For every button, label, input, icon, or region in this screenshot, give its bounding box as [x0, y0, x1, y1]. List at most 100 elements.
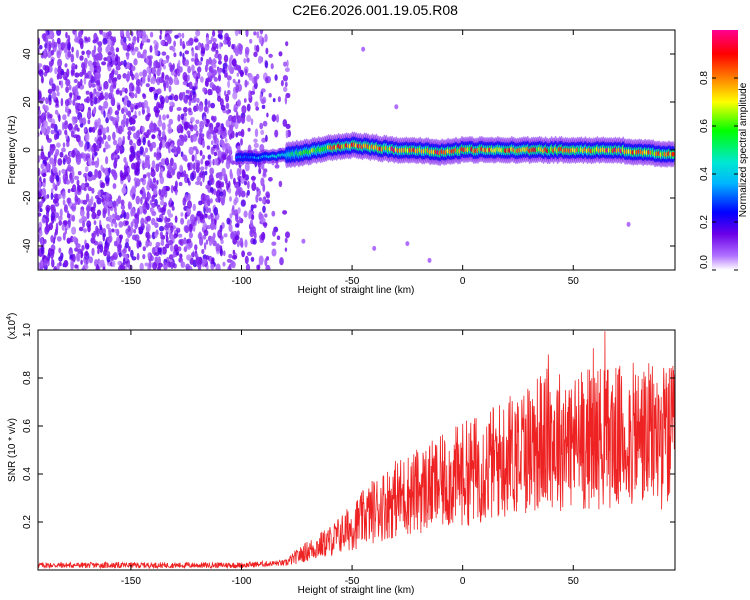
noise-speckle — [142, 203, 147, 211]
noise-speckle — [38, 233, 41, 243]
noise-speckle — [229, 213, 233, 219]
noise-speckle — [85, 206, 91, 212]
noise-speckle — [162, 185, 167, 195]
noise-speckle — [53, 41, 58, 48]
noise-speckle — [208, 127, 213, 135]
noise-speckle — [117, 244, 122, 253]
noise-speckle — [90, 237, 96, 244]
noise-speckle — [103, 249, 108, 257]
noise-speckle — [186, 254, 192, 261]
noise-speckle — [123, 36, 127, 44]
noise-speckle — [208, 65, 213, 72]
noise-speckle — [170, 157, 174, 167]
noise-speckle — [113, 205, 117, 214]
noise-speckle — [97, 128, 102, 136]
noise-speckle — [243, 210, 248, 218]
noise-speckle — [231, 43, 235, 50]
noise-speckle — [253, 76, 258, 84]
noise-speckle — [202, 154, 206, 160]
noise-speckle — [71, 149, 76, 158]
noise-speckle — [200, 76, 204, 83]
noise-speckle — [96, 91, 101, 97]
noise-speckle — [81, 62, 86, 69]
noise-speckle — [38, 70, 43, 75]
noise-speckle — [172, 46, 176, 53]
noise-speckle — [217, 229, 223, 239]
noise-speckle — [124, 167, 128, 174]
noise-speckle — [142, 136, 146, 146]
snr-series-line — [38, 331, 675, 570]
noise-speckle — [227, 39, 231, 48]
noise-speckle — [148, 60, 152, 69]
noise-speckle — [268, 177, 273, 182]
noise-speckle — [260, 88, 266, 93]
noise-speckle — [138, 241, 142, 248]
noise-speckle — [69, 93, 72, 100]
noise-speckle — [213, 158, 219, 166]
noise-speckle — [128, 246, 131, 252]
noise-speckle — [129, 139, 133, 146]
noise-speckle — [43, 120, 48, 128]
noise-speckle — [67, 50, 72, 58]
noise-speckle — [87, 109, 92, 119]
noise-speckle — [125, 238, 130, 244]
noise-speckle — [246, 114, 252, 122]
noise-speckle — [120, 204, 126, 210]
noise-speckle — [215, 263, 221, 270]
noise-speckle — [147, 192, 152, 200]
noise-speckle — [131, 194, 135, 200]
noise-speckle — [161, 139, 166, 149]
noise-speckle — [188, 100, 192, 106]
noise-speckle — [161, 246, 167, 255]
noise-speckle — [94, 121, 98, 131]
noise-speckle — [169, 197, 173, 204]
noise-speckle — [72, 134, 79, 139]
noise-speckle — [65, 104, 69, 113]
colorbar-tick-label: 0.8 — [699, 71, 710, 85]
snr-marks — [38, 331, 675, 570]
noise-speckle — [99, 30, 103, 35]
noise-speckle — [114, 157, 118, 163]
noise-speckle — [161, 72, 165, 78]
noise-speckle — [239, 167, 242, 175]
noise-speckle — [231, 261, 236, 269]
noise-speckle — [174, 215, 178, 223]
noise-speckle — [257, 264, 261, 270]
noise-speckle — [105, 192, 110, 198]
noise-speckle — [161, 199, 165, 206]
noise-speckle — [110, 116, 115, 122]
noise-speckle — [145, 57, 149, 65]
signal-core — [671, 151, 675, 157]
noise-speckle — [271, 210, 276, 217]
noise-speckle — [196, 61, 203, 66]
noise-speckle — [43, 258, 48, 267]
noise-speckle — [136, 160, 141, 169]
noise-speckle — [75, 156, 82, 165]
noise-speckle — [227, 129, 231, 136]
noise-speckle — [258, 261, 263, 266]
noise-speckle — [44, 156, 49, 161]
noise-speckle — [83, 228, 87, 233]
noise-speckle — [155, 109, 161, 114]
noise-speckle — [117, 137, 123, 146]
noise-speckle — [219, 191, 224, 197]
noise-speckle — [168, 95, 173, 101]
noise-speckle — [261, 137, 266, 143]
noise-speckle — [86, 220, 92, 228]
noise-speckle — [191, 154, 195, 162]
noise-speckle — [153, 152, 157, 158]
noise-speckle — [626, 221, 631, 227]
noise-speckle — [93, 65, 98, 73]
noise-speckle — [85, 265, 89, 269]
noise-speckle — [224, 90, 227, 97]
noise-speckle — [67, 112, 70, 117]
noise-speckle — [55, 174, 60, 182]
noise-speckle — [193, 124, 198, 132]
noise-speckle — [123, 211, 127, 220]
noise-speckle — [84, 182, 90, 188]
noise-speckle — [200, 158, 204, 165]
noise-speckle — [188, 232, 193, 239]
noise-speckle — [91, 211, 97, 220]
noise-speckle — [284, 95, 288, 105]
noise-speckle — [264, 213, 268, 218]
